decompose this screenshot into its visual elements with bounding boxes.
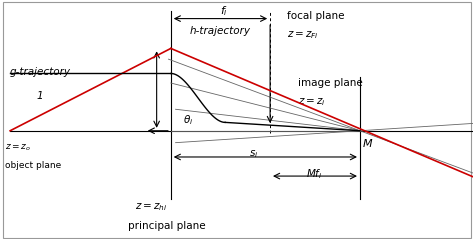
Text: $z = z_{hi}$: $z = z_{hi}$ [136,201,168,213]
Text: $s_i$: $s_i$ [249,149,258,161]
Text: object plane: object plane [5,161,62,170]
Text: $z = z_i$: $z = z_i$ [299,96,326,108]
Text: principal plane: principal plane [128,221,206,231]
Text: focal plane: focal plane [287,11,344,21]
Text: image plane: image plane [299,78,363,88]
Text: $Mf_i$: $Mf_i$ [306,167,322,180]
Text: $\theta_i$: $\theta_i$ [182,113,193,127]
Text: g-trajectory: g-trajectory [10,67,71,77]
Text: h-trajectory: h-trajectory [190,25,251,36]
Text: $f_i$: $f_i$ [220,5,228,18]
Text: $z = z_o$: $z = z_o$ [5,142,32,153]
Text: $M$: $M$ [362,137,374,149]
Text: 1: 1 [36,91,43,101]
Text: $z = z_{Fi}$: $z = z_{Fi}$ [287,29,319,41]
